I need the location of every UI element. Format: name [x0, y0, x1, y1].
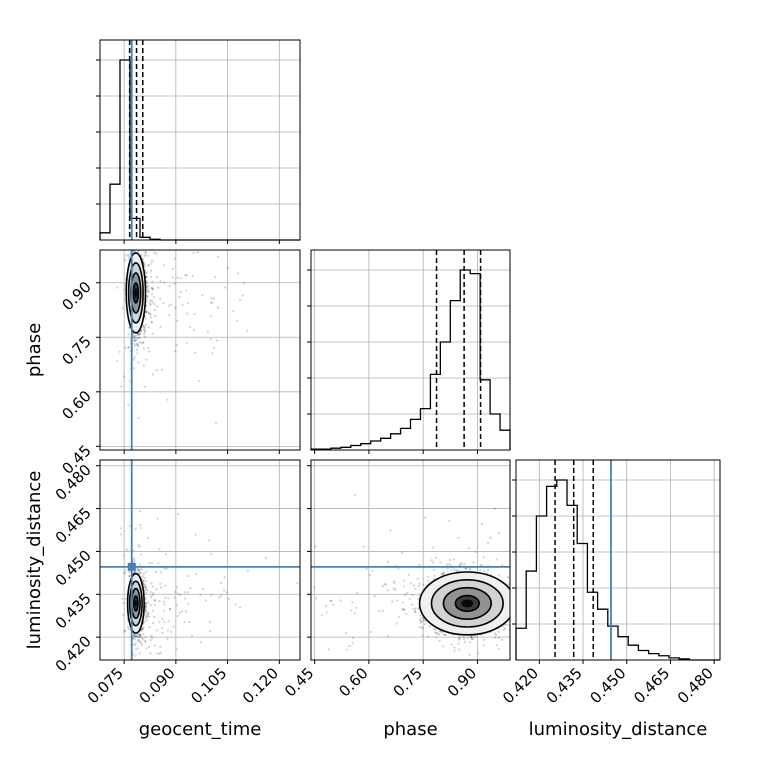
- x-tick-label-phase: 0.60: [335, 664, 371, 700]
- x-tick-label-luminosity_distance: 0.480: [674, 664, 717, 707]
- scatter-panel-geocent_time-phase: [96, 249, 301, 454]
- x-tick-label-phase: 0.75: [390, 664, 426, 700]
- x-tick-label-geocent_time: 0.105: [187, 664, 230, 707]
- y-axis-label-phase: phase: [24, 323, 45, 377]
- scatter-panel-geocent_time-luminosity_distance: [96, 459, 301, 664]
- y-tick-label-phase: 0.75: [58, 332, 94, 368]
- y-tick-label-luminosity_distance: 0.450: [52, 547, 95, 590]
- x-axis-label-luminosity_distance: luminosity_distance: [529, 719, 708, 740]
- x-axis-label-phase: phase: [383, 719, 437, 740]
- x-tick-label-geocent_time: 0.120: [239, 664, 282, 707]
- x-tick-label-luminosity_distance: 0.435: [543, 664, 586, 707]
- hist-luminosity_distance: [515, 479, 720, 661]
- contour-0.5: [132, 595, 139, 612]
- contour-0.5: [454, 594, 481, 613]
- x-tick-label-luminosity_distance: 0.450: [586, 664, 629, 707]
- contour-1.5: [128, 580, 143, 627]
- truth-marker: [127, 562, 136, 571]
- contour-1.5: [430, 579, 504, 628]
- hist-panel-luminosity_distance: [512, 459, 721, 664]
- x-tick-label-geocent_time: 0.090: [136, 664, 179, 707]
- y-tick-label-phase: 0.60: [58, 387, 94, 423]
- x-axis-label-geocent_time: geocent_time: [139, 719, 262, 740]
- x-tick-label-luminosity_distance: 0.420: [499, 664, 542, 707]
- contour-2: [126, 572, 145, 634]
- contour-2: [125, 252, 147, 334]
- x-tick-label-luminosity_distance: 0.465: [630, 664, 673, 707]
- y-tick-label-luminosity_distance: 0.420: [52, 632, 95, 675]
- contour-2: [418, 571, 510, 636]
- contour-0.5: [132, 282, 140, 304]
- hist-panel-phase: [307, 249, 511, 454]
- x-tick-label-phase: 0.45: [281, 664, 317, 700]
- y-tick-label-luminosity_distance: 0.435: [52, 589, 95, 632]
- contour-1: [442, 586, 492, 620]
- hist-panel-geocent_time: [96, 39, 301, 244]
- x-tick-label-phase: 0.90: [444, 664, 480, 700]
- scatter-panel-phase-luminosity_distance: [307, 459, 511, 664]
- y-tick-label-luminosity_distance: 0.465: [52, 504, 95, 547]
- y-axis-label-luminosity_distance: luminosity_distance: [24, 471, 45, 650]
- x-tick-label-geocent_time: 0.075: [84, 664, 127, 707]
- contour-1.5: [127, 262, 144, 324]
- y-tick-label-phase: 0.90: [58, 278, 94, 314]
